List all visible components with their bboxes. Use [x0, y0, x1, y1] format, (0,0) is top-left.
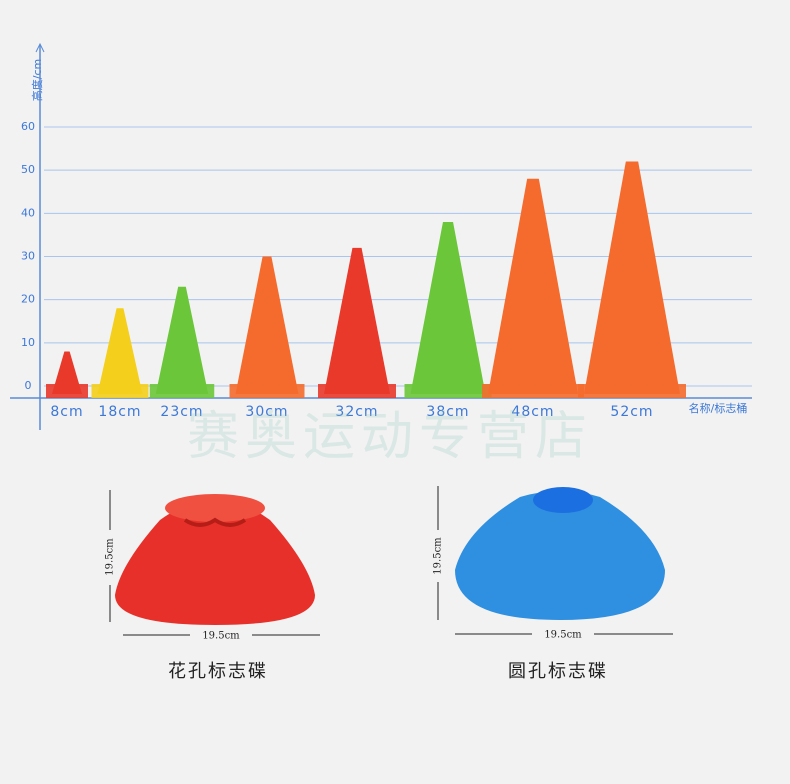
watermark: 赛奥运动专营店 — [187, 407, 593, 467]
y-tick-label: 30 — [21, 250, 35, 263]
cone — [97, 308, 143, 394]
x-tick-label: 38cm — [426, 404, 469, 420]
y-tick-label: 0 — [25, 379, 32, 392]
height-label: 19.5cm — [105, 538, 116, 576]
x-tick-label: 8cm — [50, 404, 83, 420]
x-tick-label: 48cm — [511, 404, 554, 420]
cone — [324, 247, 390, 394]
width-label: 19.5cm — [544, 630, 582, 641]
disc-shape — [455, 491, 665, 620]
disc-shape — [115, 500, 315, 625]
y-tick-label: 50 — [21, 163, 35, 176]
cone — [235, 256, 299, 394]
width-label: 19.5cm — [202, 631, 240, 642]
height-label: 19.5cm — [433, 537, 444, 575]
disc-top — [165, 494, 265, 522]
disc-hole — [533, 487, 593, 513]
cone — [52, 351, 82, 394]
x-axis-label: 名称/标志桶 — [689, 401, 748, 415]
disc-round: 19.5cm 19.5cm 圆孔标志碟 — [433, 486, 673, 682]
x-tick-label: 52cm — [610, 404, 653, 420]
cone — [584, 161, 680, 394]
chart: 0 10 20 30 40 50 60 8cm 18cm 23cm 30cm 32cm 38cm 48cm… — [10, 42, 752, 430]
y-tick-label: 40 — [21, 206, 35, 219]
cone — [410, 221, 486, 394]
y-tick-label: 20 — [21, 293, 35, 306]
y-tick-label: 60 — [21, 120, 35, 133]
y-axis-label: 高度/cm — [30, 59, 44, 101]
disc-title: 圆孔标志碟 — [508, 661, 608, 682]
disc-flower: 19.5cm 19.5cm 花孔标志碟 — [105, 490, 320, 682]
disc-hole — [183, 517, 247, 527]
y-axis-arrow — [35, 42, 45, 53]
x-tick-label: 23cm — [160, 404, 203, 420]
x-tick-label: 18cm — [98, 404, 141, 420]
disc-title: 花孔标志碟 — [168, 661, 268, 682]
x-tick-label: 30cm — [245, 404, 288, 420]
cone — [155, 286, 209, 394]
x-tick-label: 32cm — [335, 404, 378, 420]
y-tick-label: 10 — [21, 336, 35, 349]
cone — [488, 178, 578, 394]
